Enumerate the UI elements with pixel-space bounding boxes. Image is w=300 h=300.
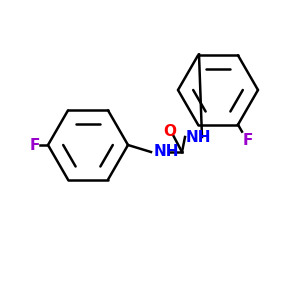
Text: O: O [164, 124, 176, 140]
Text: F: F [243, 133, 254, 148]
Text: NH: NH [154, 145, 179, 160]
Text: F: F [30, 137, 40, 152]
Text: NH: NH [186, 130, 212, 145]
